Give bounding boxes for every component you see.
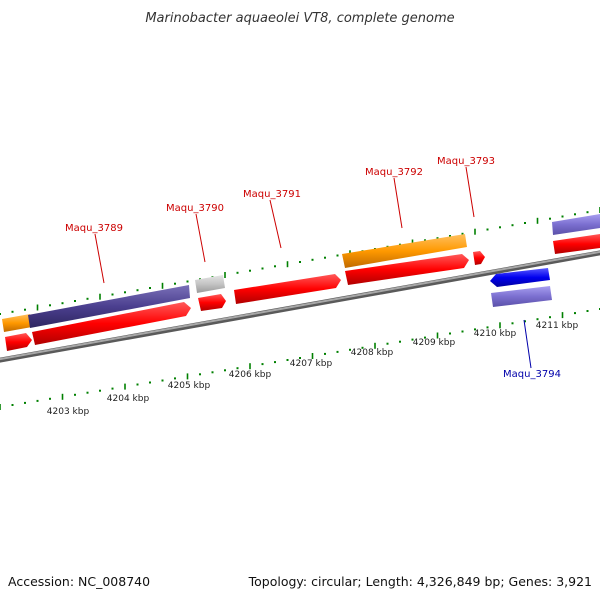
- lower-tick-row: [0, 308, 600, 410]
- cds-arrow-maqu-3792[interactable]: [345, 254, 469, 285]
- gene-label-maqu-3792: Maqu_3792: [365, 167, 423, 178]
- genome-backbone: [0, 250, 600, 363]
- gene-callout-lines: [94, 166, 532, 369]
- cds-arrow-maqu-3793[interactable]: [473, 251, 485, 265]
- cds-arrow-maqu-3789[interactable]: [32, 302, 191, 345]
- axis-label-4203: 4203 kbp: [47, 407, 90, 417]
- gene-feature-orange[interactable]: [2, 314, 32, 332]
- gene-feature-maqu-3790[interactable]: [195, 275, 225, 293]
- gene-label-maqu-3791: Maqu_3791: [243, 189, 301, 200]
- cds-arrow-maqu-3794[interactable]: [490, 268, 550, 287]
- gene-label-maqu-3789: Maqu_3789: [65, 223, 123, 234]
- gene-feature-maqu-3792[interactable]: [342, 234, 467, 268]
- genome-summary-text: Topology: circular; Length: 4,326,849 bp…: [248, 574, 592, 589]
- cds-arrow-maqu-3790[interactable]: [198, 294, 226, 311]
- axis-label-4205: 4205 kbp: [168, 381, 211, 391]
- cds-arrow-1[interactable]: [5, 333, 32, 351]
- gene-feature-lavender-right[interactable]: [552, 214, 600, 235]
- axis-label-4208: 4208 kbp: [351, 348, 394, 358]
- axis-label-4204: 4204 kbp: [107, 394, 150, 404]
- axis-label-4210: 4210 kbp: [474, 329, 517, 339]
- axis-label-4209: 4209 kbp: [413, 338, 456, 348]
- axis-label-4211: 4211 kbp: [536, 321, 579, 331]
- gene-label-maqu-3794: Maqu_3794: [503, 369, 561, 380]
- gene-feature-maqu-3789[interactable]: [28, 285, 190, 328]
- map-title: Marinobacter aquaeolei VT8, complete gen…: [145, 11, 454, 26]
- cds-arrow-right[interactable]: [553, 234, 600, 254]
- axis-label-4207: 4207 kbp: [290, 359, 333, 369]
- gene-label-maqu-3793: Maqu_3793: [437, 156, 495, 167]
- axis-label-4206: 4206 kbp: [229, 370, 272, 380]
- gene-feature-maqu-3794[interactable]: [491, 286, 552, 307]
- cds-arrow-maqu-3791[interactable]: [234, 274, 341, 304]
- gene-label-maqu-3790: Maqu_3790: [166, 203, 224, 214]
- accession-text: Accession: NC_008740: [8, 574, 150, 589]
